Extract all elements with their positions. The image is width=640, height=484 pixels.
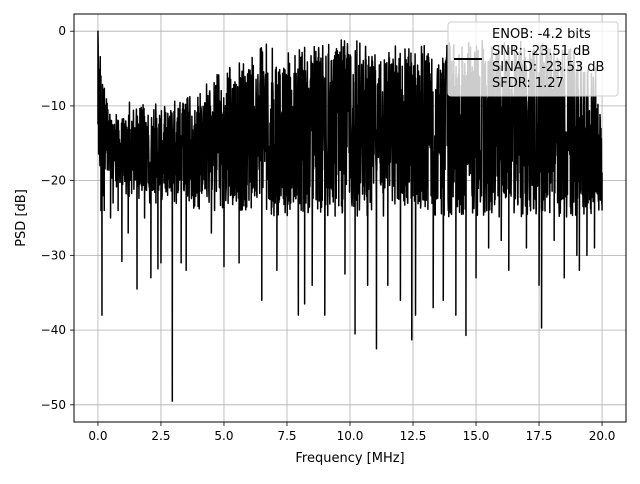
x-tick-label: 12.5 [400,429,427,443]
x-axis-ticks: 0.0 2.5 5.0 7.5 10.0 12.5 15.0 17.5 20.0 [88,422,615,443]
x-tick-label: 0.0 [88,429,107,443]
x-tick-label: 20.0 [589,429,616,443]
y-tick-label: −10 [41,99,66,113]
x-tick-label: 15.0 [463,429,490,443]
x-tick-label: 5.0 [214,429,233,443]
x-tick-label: 17.5 [526,429,553,443]
y-tick-label: −30 [41,248,66,262]
x-tick-label: 2.5 [151,429,170,443]
y-axis-label: PSD [dB] [14,189,29,247]
legend-snr: SNR: -23.51 dB [492,44,590,59]
psd-line [97,30,603,402]
legend-enob: ENOB: -4.2 bits [492,27,591,42]
x-tick-label: 10.0 [337,429,364,443]
y-tick-label: −40 [41,323,66,337]
y-tick-label: 0 [58,24,66,38]
x-tick-label: 7.5 [277,429,296,443]
y-axis-ticks: 0 −10 −20 −30 −40 −50 [41,24,74,412]
legend-box [447,21,619,97]
legend-sfdr: SFDR: 1.27 [492,76,564,91]
plot-series [97,30,603,402]
legend-sinad: SINAD: -23.53 dB [492,60,604,75]
y-tick-label: −50 [41,398,66,412]
y-tick-label: −20 [41,174,66,188]
x-axis-label: Frequency [MHz] [295,451,404,466]
legend: ENOB: -4.2 bits SNR: -23.51 dB SINAD: -2… [447,21,619,97]
